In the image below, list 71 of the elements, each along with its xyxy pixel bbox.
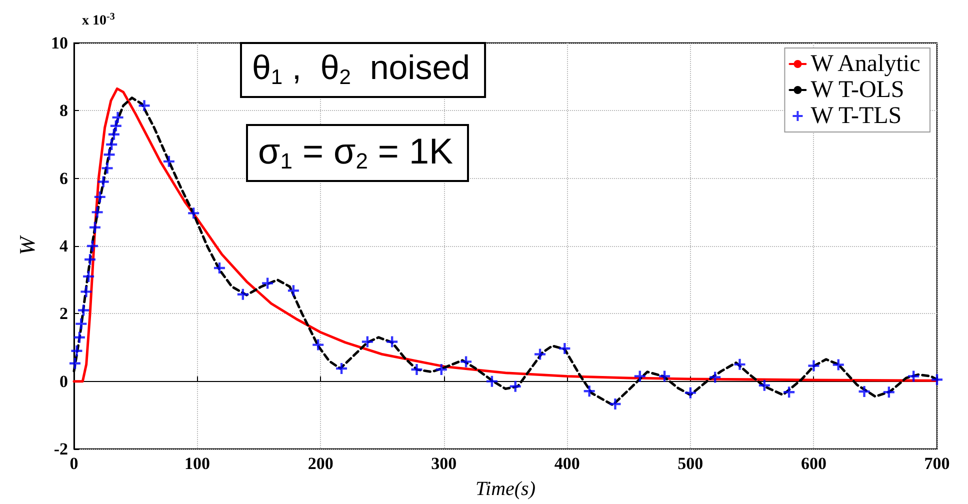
point bbox=[212, 261, 226, 275]
point bbox=[105, 138, 118, 152]
legend-label: W T-TLS bbox=[810, 103, 902, 129]
point bbox=[930, 373, 944, 386]
point bbox=[906, 370, 920, 383]
y-tick-label: 10 bbox=[51, 34, 68, 52]
point bbox=[88, 220, 102, 234]
point bbox=[186, 206, 200, 220]
point bbox=[100, 162, 114, 175]
point bbox=[708, 370, 722, 384]
point bbox=[111, 110, 124, 124]
point bbox=[882, 386, 896, 399]
point bbox=[162, 154, 176, 168]
point bbox=[733, 358, 746, 372]
x-tick-label: 700 bbox=[924, 454, 950, 473]
point bbox=[70, 344, 84, 358]
point bbox=[508, 380, 522, 394]
point bbox=[286, 284, 300, 298]
point bbox=[82, 270, 96, 284]
point bbox=[633, 370, 646, 383]
point bbox=[485, 374, 499, 388]
point bbox=[96, 175, 110, 188]
legend-label: W T-OLS bbox=[810, 77, 904, 103]
point bbox=[236, 288, 250, 301]
point bbox=[858, 384, 871, 398]
point bbox=[86, 239, 100, 253]
point bbox=[260, 276, 274, 290]
point bbox=[334, 362, 348, 376]
point bbox=[109, 119, 123, 132]
point bbox=[83, 252, 97, 266]
y-tick-label: 4 bbox=[60, 236, 68, 256]
point bbox=[74, 317, 88, 330]
y-axis-title: W bbox=[14, 235, 40, 256]
y-tick-label: 8 bbox=[60, 101, 68, 120]
point bbox=[360, 335, 374, 348]
point bbox=[608, 397, 622, 411]
point bbox=[72, 330, 86, 344]
x-tick-label: 500 bbox=[678, 454, 704, 473]
y-tick-label: 2 bbox=[60, 304, 68, 324]
point bbox=[434, 362, 448, 376]
point bbox=[558, 342, 572, 356]
x-tick-label: 600 bbox=[800, 454, 826, 473]
point bbox=[658, 370, 672, 383]
point bbox=[107, 128, 121, 141]
x-axis-title: Time(s) bbox=[476, 478, 536, 500]
point bbox=[385, 335, 399, 348]
point bbox=[102, 148, 116, 162]
point bbox=[138, 98, 151, 112]
legend-label: W Analytic bbox=[810, 51, 920, 77]
point bbox=[80, 285, 93, 298]
point bbox=[90, 206, 104, 219]
y-tick-label: -2 bbox=[54, 440, 68, 458]
point bbox=[758, 378, 771, 392]
x-tick-label: 100 bbox=[184, 454, 210, 473]
point bbox=[312, 338, 325, 352]
point bbox=[68, 356, 82, 370]
y-tick-label: 0 bbox=[60, 372, 68, 391]
point bbox=[684, 386, 698, 400]
point bbox=[93, 190, 106, 204]
point bbox=[807, 359, 820, 372]
x-tick-label: 300 bbox=[431, 454, 457, 473]
y-tick-label: 6 bbox=[60, 168, 68, 188]
point bbox=[582, 384, 596, 398]
point bbox=[832, 358, 845, 372]
point bbox=[782, 386, 796, 399]
x-tick-label: 200 bbox=[308, 454, 334, 473]
x-tick-label: 400 bbox=[554, 454, 580, 473]
point bbox=[533, 348, 547, 361]
point bbox=[459, 355, 473, 368]
point bbox=[76, 304, 90, 317]
point bbox=[410, 362, 424, 376]
